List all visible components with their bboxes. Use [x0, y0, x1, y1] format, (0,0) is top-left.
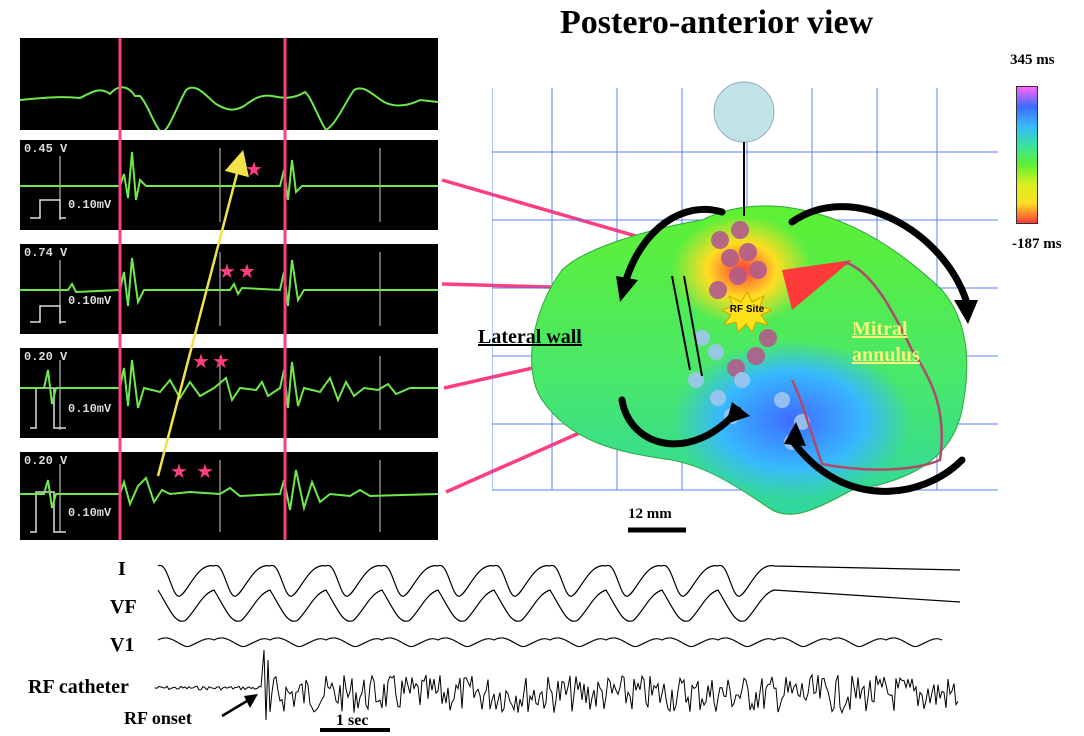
color-scale-max-label: 345 ms [1010, 52, 1055, 68]
voltage-label: 0.20 V [24, 454, 68, 468]
mitral-label-line1: Mitral [852, 318, 908, 340]
color-scale-min-label: -187 ms [1012, 236, 1062, 252]
ecg-lead-vf-label: VF [110, 596, 137, 618]
activation-map [491, 80, 998, 550]
electrogram-trace [20, 252, 438, 326]
electrogram-trace [20, 86, 438, 130]
rf-onset-label: RF onset [124, 708, 192, 728]
rf-onset-arrowhead [244, 694, 258, 708]
rf-catheter-label: RF catheter [28, 676, 129, 698]
electrogram-panel-3: 0.20 V 0.10mV [20, 348, 438, 438]
amplitude-scale-label: 0.10mV [68, 198, 112, 212]
electrogram-trace [20, 356, 438, 430]
voltage-label: 0.20 V [24, 350, 68, 364]
ecg-lead-i-trace [157, 565, 961, 597]
rf-onset-arrow [221, 696, 253, 718]
mitral-annulus-label: Mitral annulus [852, 316, 920, 368]
electrogram-panel-1: 0.45 V 0.10mV [20, 140, 438, 230]
amplitude-scale-label: 0.10mV [68, 506, 112, 520]
activation-map-graphic [491, 81, 998, 533]
rf-site-label: RF Site [729, 304, 765, 315]
rf-catheter-trace [154, 649, 959, 721]
rf-site-marker: RF Site [720, 290, 774, 334]
electrogram-trace [20, 460, 438, 533]
electrogram-panel-surface [20, 38, 438, 130]
amplitude-scale-label: 0.10mV [68, 294, 112, 308]
voltage-label: 0.74 V [24, 246, 68, 260]
starburst-icon [720, 290, 774, 334]
ecg-lead-i-label: I [118, 558, 126, 580]
lateral-wall-label: Lateral wall [478, 326, 582, 348]
electrogram-panel-2: 0.74 V 0.10mV [20, 244, 438, 334]
amplitude-scale-label: 0.10mV [68, 402, 112, 416]
ecg-lead-vf-trace [157, 589, 961, 622]
page-title: Postero-anterior view [560, 4, 874, 41]
ecg-lead-v1-trace [157, 637, 943, 648]
mitral-label-line2: annulus [852, 344, 920, 366]
color-scale-bar [1016, 86, 1038, 224]
map-scale-label: 12 mm [628, 506, 672, 522]
voltage-label: 0.45 V [24, 142, 68, 156]
electrogram-panel-4: 0.20 V 0.10mV [20, 452, 438, 540]
time-scale-label: 1 sec [336, 712, 369, 729]
ecg-lead-v1-label: V1 [110, 634, 135, 656]
electrogram-trace [20, 148, 438, 222]
